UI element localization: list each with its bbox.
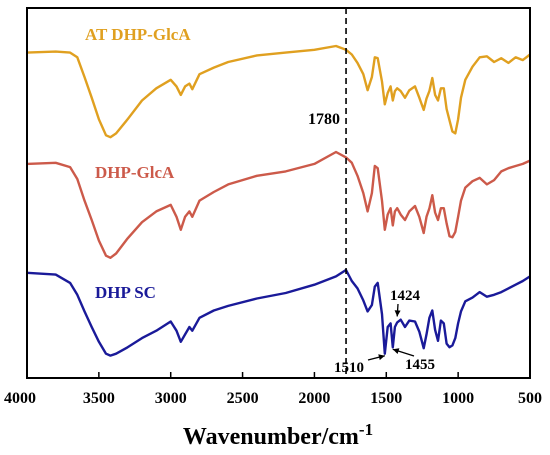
- x-tick-label: 1500: [370, 390, 402, 407]
- series-line: [26, 268, 531, 357]
- series-label-layer: AT DHP-GlcA DHP-GlcA DHP SC: [85, 25, 191, 302]
- x-tick-label: 4000: [4, 390, 36, 407]
- annotation-label: 1455: [405, 357, 435, 373]
- x-axis-label-main: Wavenumber/cm: [183, 424, 359, 450]
- annotation-arrow-head: [394, 310, 401, 317]
- x-tick-label: 500: [518, 390, 542, 407]
- x-axis-ticks: 4000 3500 3000 2500 2000 1500 1000 500: [4, 372, 542, 407]
- annotation-arrow-head: [378, 354, 385, 361]
- marker-label-1780: 1780: [308, 111, 340, 128]
- series-label: DHP SC: [95, 283, 156, 302]
- x-tick-label: 2000: [298, 390, 330, 407]
- annotation-arrow-head: [392, 348, 400, 354]
- x-tick-label: 1000: [442, 390, 474, 407]
- series-line: [26, 44, 531, 139]
- x-tick-label: 3500: [83, 390, 115, 407]
- annotation-layer: 1424 1510 1455: [334, 288, 435, 376]
- x-axis-label: Wavenumber/cm-1: [183, 420, 373, 450]
- x-tick-label: 3000: [155, 390, 187, 407]
- annotation-label: 1510: [334, 360, 364, 376]
- series-label: AT DHP-GlcA: [85, 25, 191, 44]
- annotation-label: 1424: [390, 288, 421, 304]
- series-layer: [26, 44, 531, 357]
- series-label: DHP-GlcA: [95, 163, 175, 182]
- x-tick-label: 2500: [227, 390, 259, 407]
- x-axis-label-superscript: -1: [359, 420, 373, 439]
- series-line: [26, 150, 531, 259]
- plot-frame: [26, 7, 531, 379]
